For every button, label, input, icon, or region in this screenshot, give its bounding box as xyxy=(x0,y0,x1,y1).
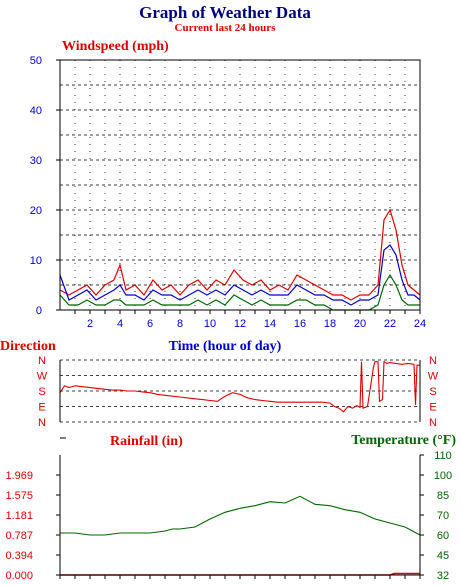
direction-ytick-label: N xyxy=(38,355,46,367)
direction-ytick-label-right: N xyxy=(429,355,437,367)
rainfall-ytick-label: 0.787 xyxy=(5,530,33,542)
direction-ytick-label: N xyxy=(38,417,46,429)
windspeed-ytick-label: 50 xyxy=(30,55,42,67)
temperature-ytick-label: 70 xyxy=(437,510,449,522)
windspeed-xtick-label: 14 xyxy=(264,318,276,330)
windspeed-xtick-label: 10 xyxy=(204,318,216,330)
direction-ytick-label: E xyxy=(38,402,45,414)
windspeed-title: Windspeed (mph) xyxy=(62,39,169,54)
direction-ytick-label-right: S xyxy=(429,386,436,398)
direction-ytick-label-right: E xyxy=(429,402,436,414)
rainfall-title: Rainfall (in) xyxy=(110,434,183,449)
temperature-series xyxy=(60,495,421,536)
temperature-line xyxy=(60,495,421,536)
windspeed-ytick-label: 40 xyxy=(30,105,42,117)
windspeed-grid xyxy=(60,60,420,310)
windspeed-xtick-label: 18 xyxy=(324,318,336,330)
windspeed-average-line xyxy=(59,244,421,306)
temperature-ytick-label: 45 xyxy=(437,550,449,562)
windspeed-ytick-label: 20 xyxy=(30,205,42,217)
windspeed-xtick-label: 2 xyxy=(87,318,93,330)
rainfall-ytick-label: 1.181 xyxy=(5,510,33,522)
temperature-yticks: 32 45 60 70 85 100 110 xyxy=(420,450,452,582)
windspeed-ytick-label: 10 xyxy=(30,255,42,267)
windspeed-ytick-label: 30 xyxy=(30,155,42,167)
chart-subtitle: Current last 24 hours xyxy=(175,22,277,34)
direction-line xyxy=(59,360,420,413)
direction-ytick-label-right: N xyxy=(429,417,437,429)
windspeed-xtick-label: 6 xyxy=(147,318,153,330)
rainfall-yticks: 0.000 0.394 0.787 1.181 1.575 1.969 xyxy=(5,470,60,582)
direction-ytick-label-right: W xyxy=(428,371,439,383)
rainfall-ytick-label: 0.000 xyxy=(5,570,33,582)
rainfall-ytick-label: 0.394 xyxy=(5,550,33,562)
rainfall-ytick-label: 1.969 xyxy=(5,470,33,482)
temperature-title: Temperature (°F) xyxy=(351,433,456,448)
windspeed-plot-frame xyxy=(59,59,421,311)
direction-yticks: N NW WS SE EN N xyxy=(37,355,439,429)
temperature-ytick-label: 32 xyxy=(437,570,449,582)
temperature-ytick-label: 60 xyxy=(437,530,449,542)
windspeed-xtick-label: 8 xyxy=(177,318,183,330)
windspeed-series xyxy=(59,208,421,311)
windspeed-yticks: 0 10 20 30 40 50 xyxy=(30,55,60,317)
direction-title: Direction xyxy=(0,339,56,354)
temperature-ytick-label: 85 xyxy=(437,490,449,502)
windspeed-xticks: 2 4 6 8 10 12 14 16 18 20 22 24 xyxy=(74,310,426,330)
windspeed-xtick-label: 22 xyxy=(384,318,396,330)
chart-title: Graph of Weather Data xyxy=(139,3,311,22)
temperature-ytick-label: 110 xyxy=(434,450,452,462)
direction-ytick-label: S xyxy=(38,386,45,398)
windspeed-gust-line xyxy=(59,208,421,301)
rainfall-ytick-label: 1.575 xyxy=(5,490,33,502)
windspeed-xtick-label: 16 xyxy=(294,318,306,330)
windspeed-xtick-label: 12 xyxy=(234,318,246,330)
windspeed-xlabel: Time (hour of day) xyxy=(169,339,282,354)
direction-series xyxy=(59,360,420,413)
windspeed-xtick-label: 24 xyxy=(414,318,426,330)
direction-grid xyxy=(60,359,420,423)
windspeed-xtick-label: 4 xyxy=(117,318,123,330)
temperature-ytick-label: 100 xyxy=(434,470,452,482)
windspeed-low-line xyxy=(59,273,420,311)
windspeed-xtick-label: 20 xyxy=(354,318,366,330)
windspeed-ytick-label: 0 xyxy=(36,305,42,317)
direction-ytick-label: W xyxy=(37,371,48,383)
